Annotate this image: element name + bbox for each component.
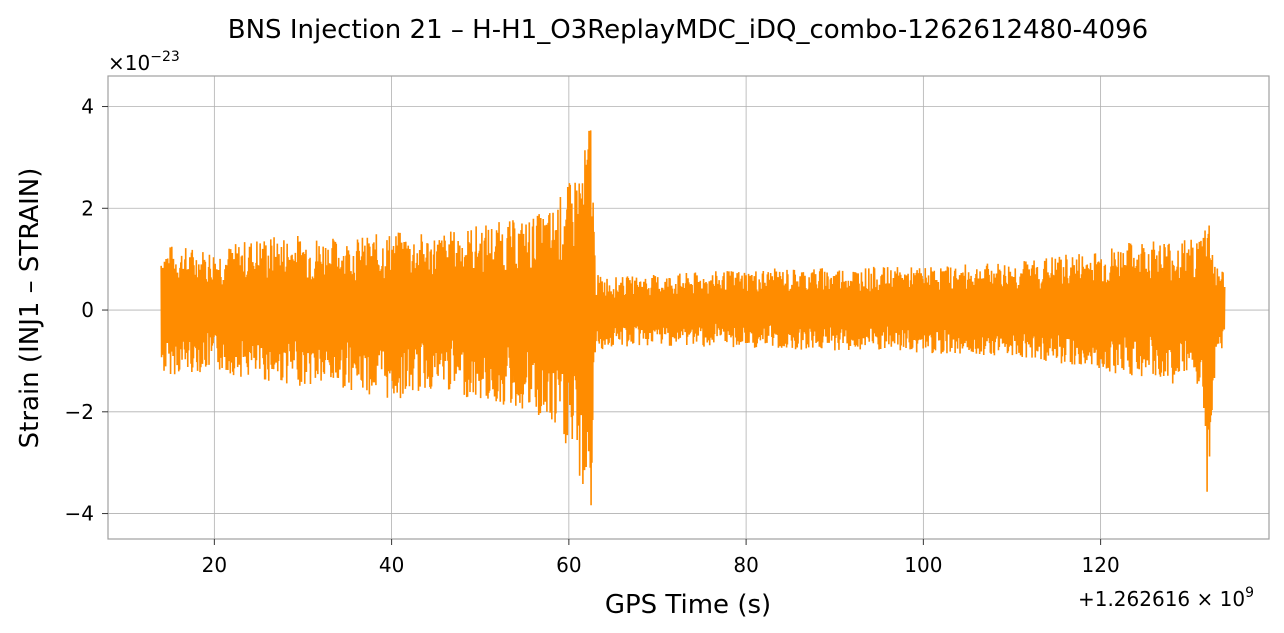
x-tick-label: 80 — [733, 553, 758, 577]
x-tick-label: 120 — [1082, 553, 1120, 577]
y-axis-label: Strain (INJ1 – STRAIN) — [15, 168, 45, 449]
x-offset-exponent: 9 — [1245, 585, 1254, 601]
x-tick-label: 100 — [904, 553, 942, 577]
y-tick-label: −4 — [65, 502, 94, 526]
x-offset-label: +1.262616 × 109 — [1078, 585, 1254, 611]
y-tick-label: 0 — [81, 298, 94, 322]
data-area — [160, 130, 1226, 506]
x-tick-label: 20 — [202, 553, 227, 577]
y-tick-label: 4 — [81, 95, 94, 119]
y-tick-label: 2 — [81, 196, 94, 220]
x-axis-label: GPS Time (s) — [605, 590, 771, 620]
y-tick-label: −2 — [65, 400, 94, 424]
chart-title: BNS Injection 21 – H-H1_O3ReplayMDC_iDQ_… — [228, 15, 1148, 45]
x-tick-label: 60 — [556, 553, 581, 577]
y-scale-label: ×10−23 — [108, 49, 180, 75]
y-scale-exponent: −23 — [150, 49, 180, 65]
x-tick-label: 40 — [379, 553, 404, 577]
strain-series-line — [160, 130, 1226, 506]
plot-frame — [107, 75, 1270, 540]
